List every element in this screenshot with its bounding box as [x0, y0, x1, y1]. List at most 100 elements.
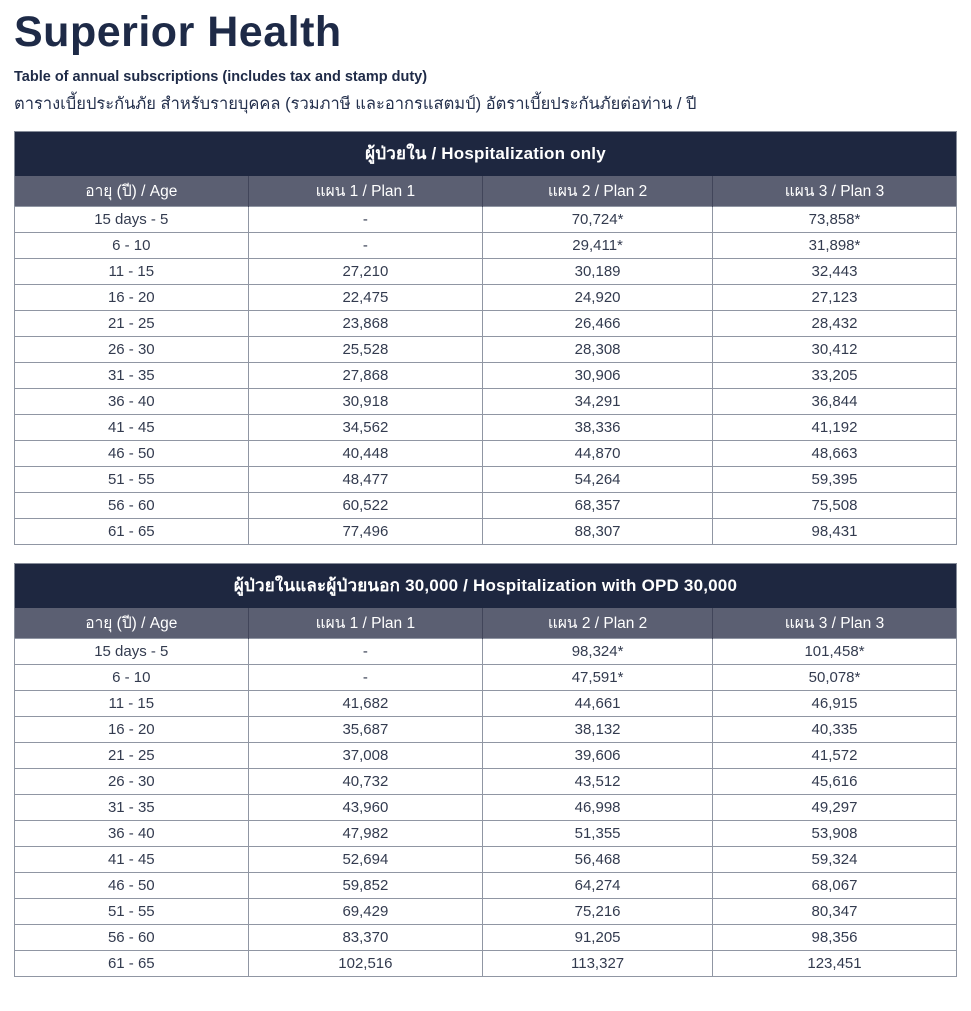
- page-title: Superior Health: [14, 8, 342, 56]
- table-row: 26 - 30 25,528 28,308 30,412: [14, 336, 957, 363]
- premium-cell: 41,682: [247, 690, 484, 717]
- table-title-band: ผู้ป่วยใน / Hospitalization only: [14, 131, 957, 176]
- column-header: แผน 3 / Plan 3: [712, 175, 957, 207]
- premium-cell: 29,411*: [482, 232, 713, 259]
- age-range-cell: 51 - 55: [14, 898, 249, 925]
- premium-cell: 80,347: [712, 898, 957, 925]
- premium-cell: 37,008: [247, 742, 484, 769]
- premium-cell: 101,458*: [712, 638, 957, 665]
- premium-cell: 46,998: [482, 794, 713, 821]
- page: Superior Health Table of annual subscrip…: [14, 8, 957, 977]
- premium-cell: 28,308: [482, 336, 713, 363]
- premium-cell: 77,496: [247, 518, 484, 545]
- premium-cell: 50,078*: [712, 664, 957, 691]
- age-range-cell: 41 - 45: [14, 414, 249, 441]
- premium-cell: 35,687: [247, 716, 484, 743]
- premium-cell: 25,528: [247, 336, 484, 363]
- premium-cell: 59,395: [712, 466, 957, 493]
- column-header: แผน 2 / Plan 2: [482, 607, 713, 639]
- subtitle-english: Table of annual subscriptions (includes …: [14, 69, 428, 85]
- premium-cell: 40,448: [247, 440, 484, 467]
- age-range-cell: 31 - 35: [14, 362, 249, 389]
- premium-cell: 36,844: [712, 388, 957, 415]
- premium-cell: 102,516: [247, 950, 484, 977]
- premium-cell: -: [247, 232, 484, 259]
- age-range-cell: 21 - 25: [14, 310, 249, 337]
- table-row: 31 - 35 43,960 46,998 49,297: [14, 794, 957, 821]
- column-header: แผน 2 / Plan 2: [482, 175, 713, 207]
- premium-cell: 28,432: [712, 310, 957, 337]
- column-header: แผน 3 / Plan 3: [712, 607, 957, 639]
- age-range-cell: 36 - 40: [14, 388, 249, 415]
- table-row: 51 - 55 48,477 54,264 59,395: [14, 466, 957, 493]
- premium-cell: 69,429: [247, 898, 484, 925]
- premium-cell: 23,868: [247, 310, 484, 337]
- premium-cell: 34,562: [247, 414, 484, 441]
- premium-cell: 24,920: [482, 284, 713, 311]
- column-header: อายุ (ปี) / Age: [14, 607, 249, 639]
- premium-cell: 27,210: [247, 258, 484, 285]
- premium-cell: 40,732: [247, 768, 484, 795]
- premium-cell: 32,443: [712, 258, 957, 285]
- premium-cell: 52,694: [247, 846, 484, 873]
- table-row: 26 - 30 40,732 43,512 45,616: [14, 768, 957, 795]
- premium-cell: 48,663: [712, 440, 957, 467]
- premium-cell: 47,982: [247, 820, 484, 847]
- premium-cell: 44,870: [482, 440, 713, 467]
- column-header: แผน 1 / Plan 1: [247, 175, 483, 207]
- column-header: แผน 1 / Plan 1: [247, 607, 483, 639]
- table-row: 11 - 15 27,210 30,189 32,443: [14, 258, 957, 285]
- premium-cell: 51,355: [482, 820, 713, 847]
- table-row: 61 - 65 102,516 113,327 123,451: [14, 950, 957, 977]
- table-row: 21 - 25 23,868 26,466 28,432: [14, 310, 957, 337]
- age-range-cell: 41 - 45: [14, 846, 249, 873]
- table-row: 6 - 10-29,411* 31,898*: [14, 232, 957, 259]
- age-range-cell: 11 - 15: [14, 690, 249, 717]
- premium-cell: 113,327: [482, 950, 713, 977]
- premium-cell: 60,522: [247, 492, 484, 519]
- premium-cell: 41,572: [712, 742, 957, 769]
- premium-cell: 41,192: [712, 414, 957, 441]
- age-range-cell: 26 - 30: [14, 336, 249, 363]
- hospitalization-only-table: ผู้ป่วยใน / Hospitalization only อายุ (ป…: [14, 131, 957, 545]
- premium-cell: 43,512: [482, 768, 713, 795]
- table-row: 36 - 40 47,982 51,355 53,908: [14, 820, 957, 847]
- premium-cell: 30,189: [482, 258, 713, 285]
- age-range-cell: 15 days - 5: [14, 638, 249, 665]
- premium-cell: 123,451: [712, 950, 957, 977]
- table-row: 31 - 35 27,868 30,906 33,205: [14, 362, 957, 389]
- premium-cell: 54,264: [482, 466, 713, 493]
- premium-cell: 91,205: [482, 924, 713, 951]
- table-row: 15 days - 5-98,324* 101,458*: [14, 638, 957, 665]
- premium-cell: 45,616: [712, 768, 957, 795]
- premium-cell: 47,591*: [482, 664, 713, 691]
- premium-cell: 73,858*: [712, 206, 957, 233]
- premium-cell: 27,868: [247, 362, 484, 389]
- table-title: ผู้ป่วยใน / Hospitalization only: [14, 131, 957, 176]
- premium-cell: 26,466: [482, 310, 713, 337]
- age-range-cell: 56 - 60: [14, 492, 249, 519]
- age-range-cell: 46 - 50: [14, 440, 249, 467]
- premium-cell: 31,898*: [712, 232, 957, 259]
- table-row: 6 - 10-47,591* 50,078*: [14, 664, 957, 691]
- table-row: 16 - 20 22,475 24,920 27,123: [14, 284, 957, 311]
- age-range-cell: 31 - 35: [14, 794, 249, 821]
- age-range-cell: 11 - 15: [14, 258, 249, 285]
- premium-cell: -: [247, 638, 484, 665]
- age-range-cell: 6 - 10: [14, 232, 249, 259]
- table-row: 15 days - 5-70,724* 73,858*: [14, 206, 957, 233]
- age-range-cell: 16 - 20: [14, 716, 249, 743]
- premium-cell: 38,336: [482, 414, 713, 441]
- column-header-row: อายุ (ปี) / Age แผน 1 / Plan 1 แผน 2 / Pla…: [14, 607, 957, 639]
- age-range-cell: 6 - 10: [14, 664, 249, 691]
- table-row: 21 - 25 37,008 39,606 41,572: [14, 742, 957, 769]
- premium-cell: 49,297: [712, 794, 957, 821]
- premium-cell: 44,661: [482, 690, 713, 717]
- column-header-row: อายุ (ปี) / Age แผน 1 / Plan 1 แผน 2 / Pla…: [14, 175, 957, 207]
- table-row: 36 - 40 30,918 34,291 36,844: [14, 388, 957, 415]
- premium-cell: 38,132: [482, 716, 713, 743]
- premium-cell: 48,477: [247, 466, 484, 493]
- premium-cell: 30,906: [482, 362, 713, 389]
- age-range-cell: 16 - 20: [14, 284, 249, 311]
- age-range-cell: 21 - 25: [14, 742, 249, 769]
